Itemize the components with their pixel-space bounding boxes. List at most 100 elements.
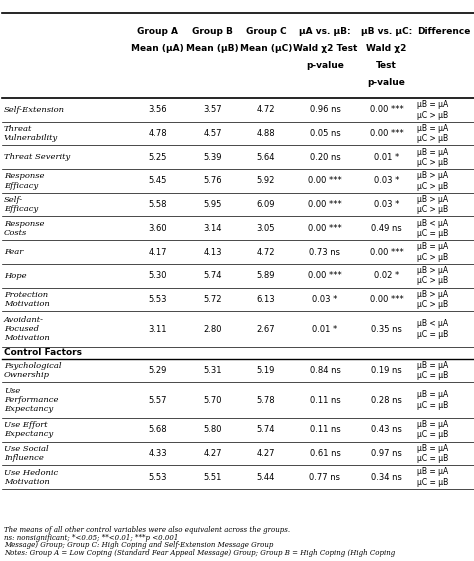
Text: 5.53: 5.53 <box>148 473 167 482</box>
Text: 0.03 *: 0.03 * <box>312 295 337 304</box>
Text: 0.00 ***: 0.00 *** <box>308 177 342 186</box>
Text: μB > μA
μC > μB: μB > μA μC > μB <box>417 289 448 309</box>
Text: Mean (μB): Mean (μB) <box>186 44 239 53</box>
Text: Use Hedonic
Motivation: Use Hedonic Motivation <box>4 468 58 486</box>
Text: Use
Performance
Expectancy: Use Performance Expectancy <box>4 387 58 413</box>
Text: 0.05 ns: 0.05 ns <box>310 129 340 138</box>
Text: 0.01 *: 0.01 * <box>312 325 337 334</box>
Text: 5.29: 5.29 <box>148 366 167 375</box>
Text: 5.70: 5.70 <box>203 396 222 404</box>
Text: Mean (μC): Mean (μC) <box>240 44 292 53</box>
Text: 0.03 *: 0.03 * <box>374 177 399 186</box>
Text: Hope: Hope <box>4 272 27 280</box>
Text: Group B: Group B <box>192 26 233 35</box>
Text: Threat Severity: Threat Severity <box>4 153 70 161</box>
Text: 5.64: 5.64 <box>257 153 275 162</box>
Text: 2.80: 2.80 <box>203 325 222 334</box>
Text: μB = μA
μC = μB: μB = μA μC = μB <box>417 467 448 487</box>
Text: μB = μA
μC = μB: μB = μA μC = μB <box>417 390 448 410</box>
Text: Group A: Group A <box>137 26 178 35</box>
Text: μB = μA
μC = μB: μB = μA μC = μB <box>417 420 448 439</box>
Text: 4.72: 4.72 <box>257 247 275 256</box>
Text: 4.72: 4.72 <box>257 105 275 114</box>
Text: 5.74: 5.74 <box>203 271 222 280</box>
Text: 3.14: 3.14 <box>203 224 222 233</box>
Text: 5.74: 5.74 <box>257 425 275 434</box>
Text: Difference: Difference <box>417 26 470 35</box>
Text: μB > μA
μC > μB: μB > μA μC > μB <box>417 171 448 191</box>
Text: μB = μA
μC > μB: μB = μA μC > μB <box>417 148 448 167</box>
Text: p-value: p-value <box>306 61 344 70</box>
Text: Self-Extension: Self-Extension <box>4 106 65 114</box>
Text: 4.78: 4.78 <box>148 129 167 138</box>
Text: μB = μA
μC > μB: μB = μA μC > μB <box>417 100 448 119</box>
Text: 5.31: 5.31 <box>203 366 222 375</box>
Text: 4.17: 4.17 <box>148 247 167 256</box>
Text: 0.34 ns: 0.34 ns <box>371 473 402 482</box>
Text: 6.09: 6.09 <box>257 200 275 209</box>
Text: Fear: Fear <box>4 248 23 256</box>
Text: 0.49 ns: 0.49 ns <box>371 224 402 233</box>
Text: μB vs. μC:: μB vs. μC: <box>361 26 412 35</box>
Text: 0.11 ns: 0.11 ns <box>310 425 340 434</box>
Text: 0.77 ns: 0.77 ns <box>310 473 340 482</box>
Text: Group C: Group C <box>246 26 286 35</box>
Text: 5.19: 5.19 <box>257 366 275 375</box>
Text: Wald χ2: Wald χ2 <box>366 44 407 53</box>
Text: 5.30: 5.30 <box>148 271 167 280</box>
Text: 5.92: 5.92 <box>257 177 275 186</box>
Text: Response
Costs: Response Costs <box>4 220 45 237</box>
Text: μB = μA
μC > μB: μB = μA μC > μB <box>417 124 448 143</box>
Text: 0.19 ns: 0.19 ns <box>371 366 402 375</box>
Text: 4.27: 4.27 <box>203 449 222 458</box>
Text: Test: Test <box>376 61 397 70</box>
Text: 5.25: 5.25 <box>148 153 167 162</box>
Text: 0.00 ***: 0.00 *** <box>308 200 342 209</box>
Text: 6.13: 6.13 <box>257 295 275 304</box>
Text: 0.61 ns: 0.61 ns <box>310 449 340 458</box>
Text: 4.88: 4.88 <box>257 129 275 138</box>
Text: 3.11: 3.11 <box>148 325 167 334</box>
Text: 5.72: 5.72 <box>203 295 222 304</box>
Text: 5.68: 5.68 <box>148 425 167 434</box>
Text: 5.95: 5.95 <box>203 200 222 209</box>
Text: 0.03 *: 0.03 * <box>374 200 399 209</box>
Text: 0.97 ns: 0.97 ns <box>371 449 402 458</box>
Text: 0.01 *: 0.01 * <box>374 153 399 162</box>
Text: 5.39: 5.39 <box>203 153 222 162</box>
Text: 0.00 ***: 0.00 *** <box>370 105 403 114</box>
Text: Notes: Group A = Low Coping (Standard Fear Appeal Message) Group; Group B = High: Notes: Group A = Low Coping (Standard Fe… <box>4 549 395 557</box>
Text: p-value: p-value <box>367 77 405 86</box>
Text: μB = μA
μC > μB: μB = μA μC > μB <box>417 242 448 262</box>
Text: Use Effort
Expectancy: Use Effort Expectancy <box>4 421 53 438</box>
Text: Control Factors: Control Factors <box>4 348 82 357</box>
Text: Use Social
Influence: Use Social Influence <box>4 445 49 462</box>
Text: Self-
Efficacy: Self- Efficacy <box>4 196 38 213</box>
Text: 4.57: 4.57 <box>203 129 222 138</box>
Text: 5.51: 5.51 <box>203 473 222 482</box>
Text: μB = μA
μC = μB: μB = μA μC = μB <box>417 361 448 380</box>
Text: 5.58: 5.58 <box>148 200 167 209</box>
Text: 0.20 ns: 0.20 ns <box>310 153 340 162</box>
Text: 5.78: 5.78 <box>257 396 275 404</box>
Text: Message) Group; Group C: High Coping and Self-Extension Message Group: Message) Group; Group C: High Coping and… <box>4 541 273 549</box>
Text: 0.00 ***: 0.00 *** <box>370 295 403 304</box>
Text: 4.13: 4.13 <box>203 247 222 256</box>
Text: μB < μA
μC = μB: μB < μA μC = μB <box>417 319 448 339</box>
Text: 5.45: 5.45 <box>148 177 167 186</box>
Text: 3.05: 3.05 <box>257 224 275 233</box>
Text: μA vs. μB:: μA vs. μB: <box>299 26 351 35</box>
Text: 5.89: 5.89 <box>257 271 275 280</box>
Text: μB > μA
μC > μB: μB > μA μC > μB <box>417 266 448 286</box>
Text: 5.57: 5.57 <box>148 396 167 404</box>
Text: 0.28 ns: 0.28 ns <box>371 396 402 404</box>
Text: 0.84 ns: 0.84 ns <box>310 366 340 375</box>
Text: 0.43 ns: 0.43 ns <box>371 425 402 434</box>
Text: 4.33: 4.33 <box>148 449 167 458</box>
Text: μB = μA
μC = μB: μB = μA μC = μB <box>417 444 448 463</box>
Text: 0.11 ns: 0.11 ns <box>310 396 340 404</box>
Text: Wald χ2 Test: Wald χ2 Test <box>293 44 357 53</box>
Text: Response
Efficacy: Response Efficacy <box>4 172 45 190</box>
Text: Protection
Motivation: Protection Motivation <box>4 291 50 308</box>
Text: 0.00 ***: 0.00 *** <box>370 247 403 256</box>
